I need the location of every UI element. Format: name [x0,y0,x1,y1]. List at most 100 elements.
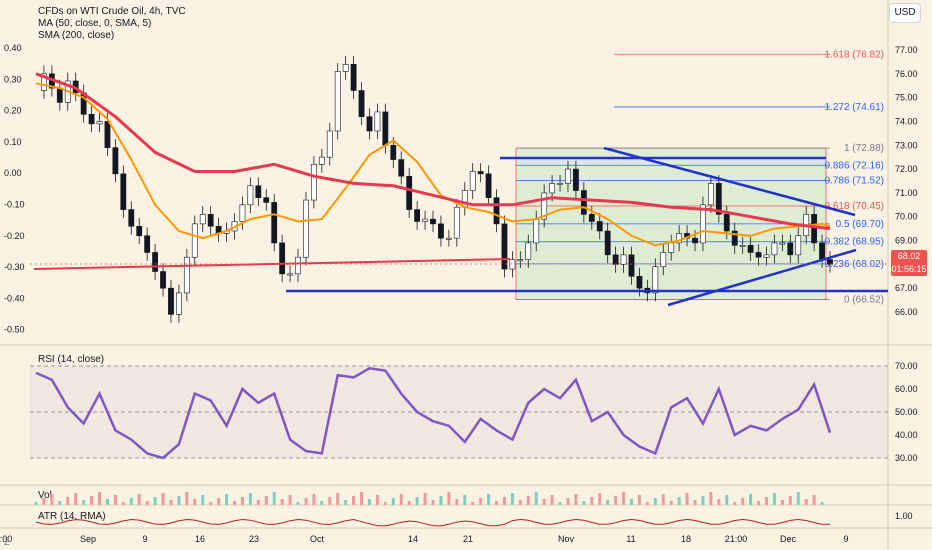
candle-body [445,237,452,240]
candle-body [755,252,762,258]
fib-level-label: 1 (72.88) [844,143,884,154]
volume-bar [304,498,308,505]
candle-body [557,183,563,185]
candle-body [326,130,333,158]
currency-button[interactable]: USD [889,3,921,23]
volume-bar [534,492,538,505]
candle-body [96,121,103,125]
rsi-axis-tick: 60.00 [895,384,918,394]
candle-body [271,202,278,244]
volume-bar [415,497,419,505]
time-axis-tick: 21 [463,534,473,544]
volume-bar [288,495,292,505]
candle-body [438,223,444,239]
fib-level-label: 0.886 (72.16) [825,160,885,171]
candle-body [477,171,484,175]
volume-bar [796,492,800,505]
volume-bar [153,497,157,505]
percent-axis-tick: 0.00 [4,168,22,178]
volume-bar [296,502,300,505]
candle-body [255,185,262,198]
candle-body [263,197,270,203]
volume-bar [320,501,324,505]
candle-body [747,245,754,253]
timezone-button[interactable]: Z [4,537,10,547]
candle-body [366,116,373,132]
volume-bar [630,499,633,505]
candle-body [318,156,325,165]
volume-bar [367,499,371,505]
price-axis-tick: 67.00 [895,283,918,293]
candle-body [493,197,500,225]
time-axis-tick: 11 [626,534,635,544]
price-axis-tick: 76.00 [895,69,918,79]
candle-body [573,168,579,191]
sma200-line [35,72,831,231]
volume-bar [669,501,673,505]
candle-body [668,242,675,253]
volume-bar [709,492,713,505]
volume-bar [161,493,165,505]
volume-bar [121,502,125,505]
time-axis-tick: 21:00 [725,534,748,544]
volume-bar [487,494,491,505]
volume-bar [42,498,46,505]
volume-bar [66,497,70,505]
candle-body [168,287,174,315]
sma-legend[interactable]: SMA (200, close) [38,30,115,41]
last-price: 68.02 [897,251,921,261]
volume-bar [375,495,379,505]
candle-body [247,185,254,206]
candle-body [207,214,214,227]
candle-body [827,259,833,265]
rsi-axis-tick: 40.00 [895,430,918,440]
candle-body [723,214,730,232]
fib-level-label: 1.618 (76.82) [825,49,885,60]
candle-body [485,173,492,198]
candle-body [160,271,166,289]
volume-bar [677,497,681,505]
volume-bar [431,500,435,505]
price-axis-tick: 77.00 [895,45,918,55]
volume-bar [614,496,618,505]
upper-triangle-line [603,146,856,217]
volume-bar [328,497,332,505]
ma-legend[interactable]: MA (50, close, 0, SMA, 5) [38,18,152,29]
volume-bar [479,498,483,505]
time-axis-tick: Oct [310,534,325,544]
volume-bar [463,495,467,505]
volume-bar [550,495,554,505]
percent-axis-tick: -0.40 [4,293,25,303]
time-axis-tick: Nov [558,534,575,544]
volume-bar [145,501,149,505]
rsi-panel[interactable]: RSI (14, close) 70.00 60.00 50.00 40.00 30.00 [30,354,918,463]
trendlines[interactable] [30,146,888,307]
volume-bar [526,496,530,505]
volume-bar [233,501,236,505]
candle-body [509,259,516,270]
price-axis-tick: 72.00 [895,164,918,174]
volume-bar [439,496,443,505]
rsi-line [35,367,832,460]
fibonacci-retracement[interactable]: 1.618 (76.82) 1.272 (74.61) 1 (72.88) 0.886… [515,49,885,306]
candle-body [628,254,635,277]
volume-bar [518,500,522,505]
volume-bar [701,496,705,505]
volume-bar [113,495,117,505]
price-axis-tick: 66.00 [895,307,918,317]
candle-body [144,235,151,253]
candle-body [604,230,611,256]
volume-bar [272,492,276,505]
volume-title: Vol [38,490,52,501]
volume-bar [264,496,268,505]
volume-bar [622,492,626,505]
bar-countdown: 01:56:15 [891,264,927,274]
candle-body [580,190,587,215]
atr-line [35,518,831,527]
price-series[interactable] [35,55,833,323]
volume-panel: Vol [34,490,824,505]
volume-bar [455,499,459,505]
candle-body [501,223,508,270]
time-axis-tick: 23 [249,534,259,544]
